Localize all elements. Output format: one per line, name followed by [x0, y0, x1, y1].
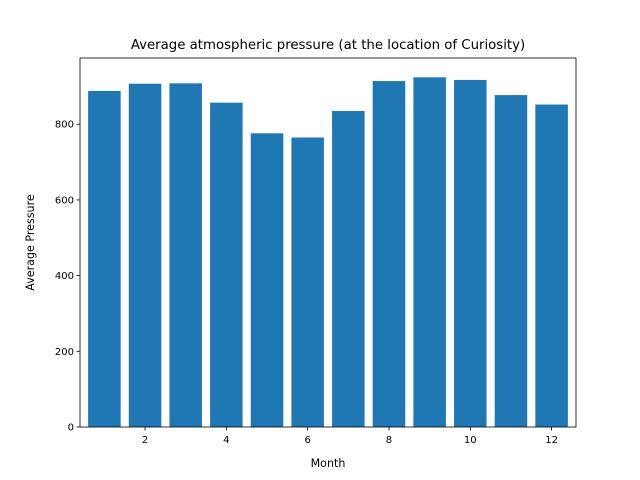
bar-month-12: [535, 104, 568, 427]
y-axis-label: Average Pressure: [24, 194, 37, 291]
bar-month-3: [169, 83, 202, 427]
x-tick-label: 6: [304, 435, 310, 446]
y-tick-label: 600: [55, 195, 74, 206]
x-tick-label: 4: [223, 435, 229, 446]
bar-month-7: [332, 110, 365, 427]
bar-month-1: [88, 90, 121, 428]
chart-title: Average atmospheric pressure (at the loc…: [131, 38, 525, 53]
x-tick-label: 8: [386, 435, 392, 446]
bar-month-2: [128, 83, 162, 427]
y-tick-label: 200: [55, 347, 74, 358]
bar-month-5: [250, 133, 284, 427]
x-tick-label: 12: [545, 435, 558, 446]
y-axis-ticks: 0 200 400 600 800: [55, 120, 80, 434]
bar-month-11: [494, 95, 528, 427]
bars-group: [88, 77, 568, 428]
bar-month-4: [210, 102, 243, 428]
bar-month-10: [454, 79, 487, 427]
x-axis-label: Month: [311, 457, 346, 470]
plot-frame: [79, 57, 577, 428]
x-axis-ticks: 2 4 6 8 10 12: [142, 427, 558, 446]
y-tick-label: 400: [55, 271, 74, 282]
y-tick-label: 0: [68, 423, 74, 434]
bar-month-9: [413, 77, 446, 427]
bar-month-6: [291, 137, 324, 427]
x-tick-label: 10: [464, 435, 477, 446]
y-tick-label: 800: [55, 120, 74, 131]
bar-month-8: [372, 81, 406, 427]
x-tick-label: 2: [142, 435, 148, 446]
